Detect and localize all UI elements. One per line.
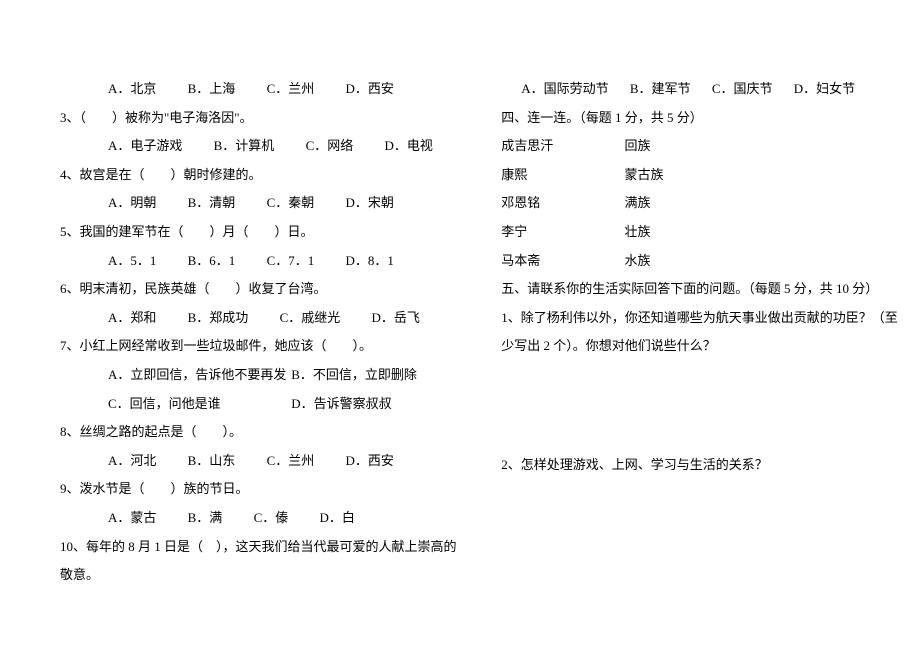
q5-opt-b: B．6．1 xyxy=(188,247,236,276)
q10-opt-d: D．妇女节 xyxy=(794,75,855,104)
q10-opt-a: A．国际劳动节 xyxy=(521,75,608,104)
q7-opt-d: D．告诉警察叔叔 xyxy=(291,390,471,419)
q4-opt-c: C．秦朝 xyxy=(267,189,315,218)
section4-title: 四、连一连。（每题 1 分，共 5 分） xyxy=(501,104,898,133)
match-left-2: 邓恩铭 xyxy=(501,189,621,218)
q5-opt-a: A．5．1 xyxy=(108,247,156,276)
q5-opt-c: C．7．1 xyxy=(267,247,315,276)
q7-options-row2: C．回信，问他是谁 D．告诉警察叔叔 xyxy=(60,390,471,419)
q9-options: A．蒙古 B．满 C．傣 D．白 xyxy=(60,504,471,533)
q6-opt-b: B．郑成功 xyxy=(188,304,249,333)
q3-stem: 3、（ ）被称为"电子海洛因"。 xyxy=(60,104,471,133)
match-right-0: 回族 xyxy=(625,132,651,161)
q5-opt-d: D．8．1 xyxy=(345,247,393,276)
q7-options-row1: A．立即回信，告诉他不要再发 B．不回信，立即删除 xyxy=(60,361,471,390)
section5-q1-line2: 少写出 2 个）。你想对他们说些什么？ xyxy=(501,332,898,361)
q4-options: A．明朝 B．清朝 C．秦朝 D．宋朝 xyxy=(60,189,471,218)
q10-options: A．国际劳动节 B．建军节 C．国庆节 D．妇女节 xyxy=(501,75,898,104)
match-right-4: 水族 xyxy=(625,247,651,276)
q6-options: A．郑和 B．郑成功 C．戚继光 D．岳飞 xyxy=(60,304,471,333)
q10-opt-c: C．国庆节 xyxy=(712,75,773,104)
q4-opt-a: A．明朝 xyxy=(108,189,156,218)
section5-title: 五、请联系你的生活实际回答下面的问题。（每题 5 分，共 10 分） xyxy=(501,275,898,304)
q6-opt-d: D．岳飞 xyxy=(371,304,419,333)
q9-stem: 9、泼水节是（ ）族的节日。 xyxy=(60,475,471,504)
q3-opt-d: D．电视 xyxy=(384,132,432,161)
match-row-2: 邓恩铭 满族 xyxy=(501,189,898,218)
q10-stem-line2: 敬意。 xyxy=(60,561,471,590)
q9-opt-a: A．蒙古 xyxy=(108,504,156,533)
q6-opt-c: C．戚继光 xyxy=(280,304,341,333)
q7-opt-c: C．回信，问他是谁 xyxy=(108,390,288,419)
q9-opt-c: C．傣 xyxy=(254,504,289,533)
q2-options: A．北京 B．上海 C．兰州 D．西安 xyxy=(60,75,471,104)
q7-opt-b: B．不回信，立即删除 xyxy=(291,361,471,390)
q10-stem-line1: 10、每年的 8 月 1 日是（ ），这天我们给当代最可爱的人献上崇高的 xyxy=(60,533,471,562)
match-left-4: 马本斋 xyxy=(501,247,621,276)
match-row-3: 李宁 壮族 xyxy=(501,218,898,247)
q7-stem: 7、小红上网经常收到一些垃圾邮件，她应该（ ）。 xyxy=(60,332,471,361)
match-row-4: 马本斋 水族 xyxy=(501,247,898,276)
match-right-2: 满族 xyxy=(625,189,651,218)
match-row-0: 成吉思汗 回族 xyxy=(501,132,898,161)
section5-q1-line1: 1、除了杨利伟以外，你还知道哪些为航天事业做出贡献的功臣？（至 xyxy=(501,304,898,333)
match-left-1: 康熙 xyxy=(501,161,621,190)
q5-stem: 5、我国的建军节在（ ）月（ ）日。 xyxy=(60,218,471,247)
q3-opt-b: B．计算机 xyxy=(214,132,275,161)
q2-opt-c: C．兰州 xyxy=(267,75,315,104)
section5-q2: 2、怎样处理游戏、上网、学习与生活的关系？ xyxy=(501,451,898,480)
q4-opt-b: B．清朝 xyxy=(188,189,236,218)
q8-opt-b: B．山东 xyxy=(188,447,236,476)
q3-options: A．电子游戏 B．计算机 C．网络 D．电视 xyxy=(60,132,471,161)
q6-opt-a: A．郑和 xyxy=(108,304,156,333)
q9-opt-b: B．满 xyxy=(188,504,223,533)
q3-opt-a: A．电子游戏 xyxy=(108,132,182,161)
q9-opt-d: D．白 xyxy=(319,504,354,533)
match-right-1: 蒙古族 xyxy=(625,161,664,190)
q3-opt-c: C．网络 xyxy=(306,132,354,161)
left-column: A．北京 B．上海 C．兰州 D．西安 3、（ ）被称为"电子海洛因"。 A．电… xyxy=(60,75,471,590)
q8-opt-a: A．河北 xyxy=(108,447,156,476)
q8-opt-d: D．西安 xyxy=(345,447,393,476)
q7-opt-a: A．立即回信，告诉他不要再发 xyxy=(108,361,288,390)
q8-options: A．河北 B．山东 C．兰州 D．西安 xyxy=(60,447,471,476)
q4-stem: 4、故宫是在（ ）朝时修建的。 xyxy=(60,161,471,190)
right-column: A．国际劳动节 B．建军节 C．国庆节 D．妇女节 四、连一连。（每题 1 分，… xyxy=(501,75,898,590)
match-left-3: 李宁 xyxy=(501,218,621,247)
q6-stem: 6、明末清初，民族英雄（ ）收复了台湾。 xyxy=(60,275,471,304)
match-row-1: 康熙 蒙古族 xyxy=(501,161,898,190)
match-left-0: 成吉思汗 xyxy=(501,132,621,161)
q10-opt-b: B．建军节 xyxy=(630,75,691,104)
blank-space xyxy=(501,361,898,451)
q5-options: A．5．1 B．6．1 C．7．1 D．8．1 xyxy=(60,247,471,276)
q2-opt-d: D．西安 xyxy=(345,75,393,104)
q2-opt-b: B．上海 xyxy=(188,75,236,104)
q8-stem: 8、丝绸之路的起点是（ ）。 xyxy=(60,418,471,447)
q8-opt-c: C．兰州 xyxy=(267,447,315,476)
match-right-3: 壮族 xyxy=(625,218,651,247)
q2-opt-a: A．北京 xyxy=(108,75,156,104)
q4-opt-d: D．宋朝 xyxy=(345,189,393,218)
